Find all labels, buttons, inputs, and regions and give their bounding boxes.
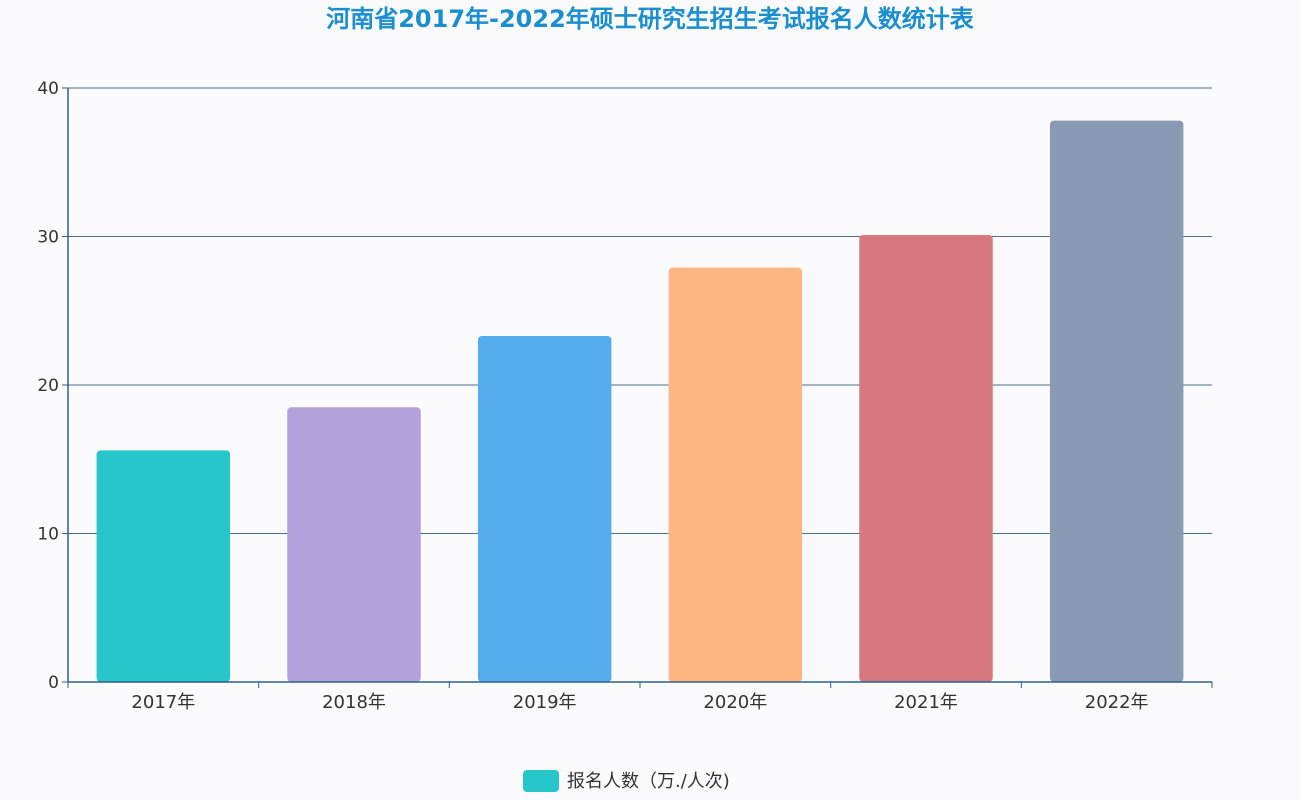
bar-1[interactable] [96,450,231,682]
y-tick-label: 30 [37,228,59,248]
x-tick-label: 2020年 [703,692,767,713]
legend-label[interactable]: 报名人数（万./人次) [567,771,730,792]
axes: 0 10 20 30 40 2017年 2018年 2019年 2020年 2021年 2022年 [37,79,1213,713]
bar-2[interactable] [287,407,421,682]
x-tick-label: 2017年 [131,692,195,713]
x-tick-label: 2018年 [322,692,386,713]
bars [96,120,1184,683]
x-tick-label: 2021年 [894,692,958,713]
y-tick-label: 40 [37,79,59,99]
bar-3[interactable] [477,335,612,682]
legend-swatch[interactable] [523,770,559,792]
bar-6[interactable] [1049,120,1184,683]
bar-5[interactable] [859,235,993,682]
chart-title: 河南省2017年-2022年硕士研究生招生考试报名人数统计表 [326,5,975,33]
y-tick-label: 0 [48,673,59,693]
legend[interactable]: 报名人数（万./人次) [523,770,730,792]
y-tick-label: 10 [37,525,59,545]
bar-4[interactable] [668,267,803,682]
y-tick-label: 20 [37,376,59,396]
x-tick-label: 2022年 [1085,692,1149,713]
x-tick-label: 2019年 [513,692,577,713]
gridlines [68,87,1212,534]
